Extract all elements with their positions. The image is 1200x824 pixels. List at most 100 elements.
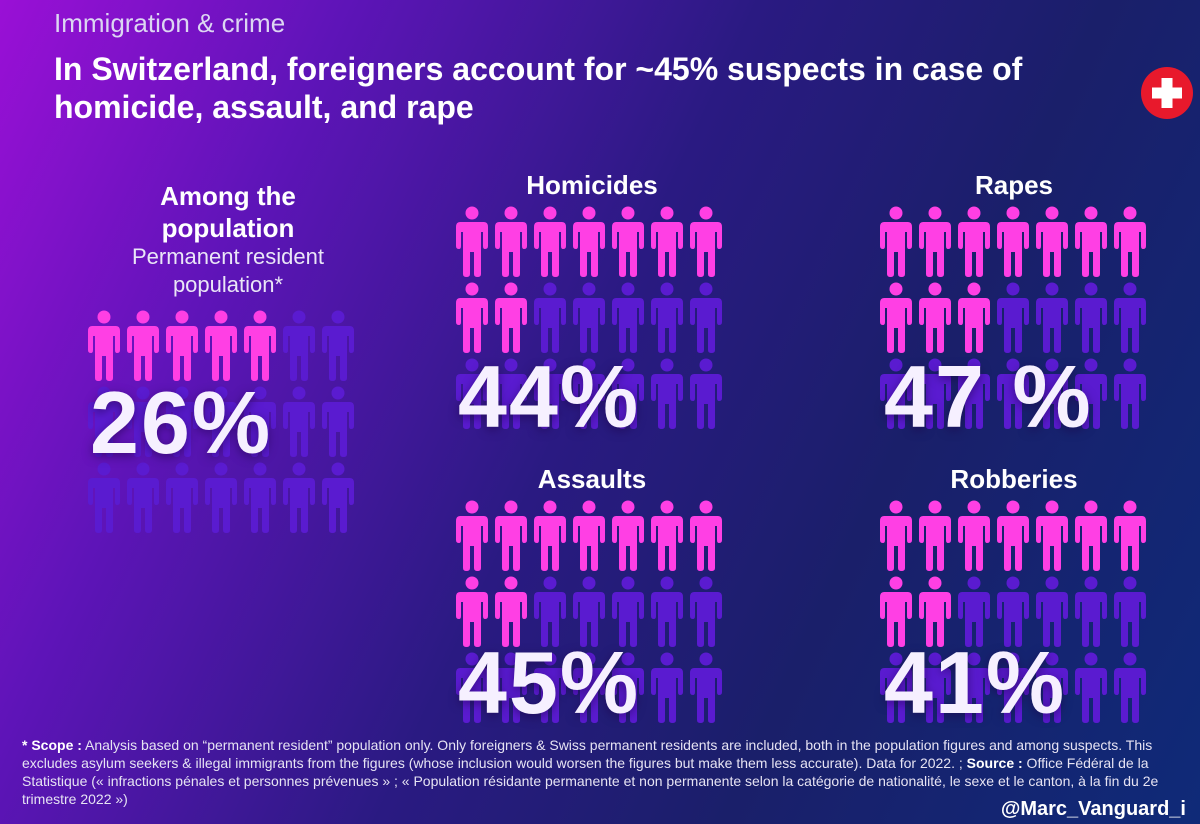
swiss-person-icon — [1075, 358, 1107, 429]
foreigner-person-icon — [880, 206, 912, 277]
swiss-person-icon — [612, 576, 644, 647]
panel-title-assaults: Assaults — [537, 464, 647, 494]
swiss-person-icon — [322, 310, 354, 381]
foreigner-person-icon — [88, 310, 120, 381]
pictogram-assaults — [456, 500, 722, 723]
percent-homicides: 44% — [458, 347, 641, 446]
foreigner-person-icon — [919, 500, 951, 571]
swiss-person-icon — [612, 652, 644, 723]
footer-note: * Scope : Analysis based on “permanent r… — [22, 736, 1190, 808]
swiss-person-icon — [534, 282, 566, 353]
foreigner-person-icon — [166, 310, 198, 381]
swiss-person-icon — [880, 652, 912, 723]
swiss-person-icon — [1114, 652, 1146, 723]
swiss-person-icon — [456, 652, 488, 723]
foreigner-person-icon — [573, 500, 605, 571]
foreigner-person-icon — [534, 206, 566, 277]
swiss-person-icon — [573, 358, 605, 429]
foreigner-person-icon — [958, 282, 990, 353]
author-handle: @Marc_Vanguard_i — [1000, 798, 1186, 820]
foreigner-person-icon — [997, 206, 1029, 277]
panel-title-robberies: Robberies — [950, 464, 1078, 494]
foreigner-person-icon — [456, 206, 488, 277]
panel-title-rapes: Rapes — [974, 170, 1054, 200]
swiss-person-icon — [495, 652, 527, 723]
swiss-person-icon — [205, 462, 237, 533]
swiss-person-icon — [880, 358, 912, 429]
swiss-person-icon — [127, 462, 159, 533]
swiss-person-icon — [997, 652, 1029, 723]
swiss-person-icon — [534, 652, 566, 723]
foreigner-person-icon — [1075, 500, 1107, 571]
percent-population: 26% — [90, 373, 273, 472]
foreigner-person-icon — [958, 500, 990, 571]
percent-robberies: 41% — [884, 633, 1067, 732]
footer-source-label: Source : — [962, 755, 1023, 771]
swiss-person-icon — [573, 282, 605, 353]
foreigner-person-icon — [690, 206, 722, 277]
swiss-person-icon — [612, 358, 644, 429]
footer-scope-label: * Scope : — [22, 737, 82, 753]
foreigner-person-icon — [1036, 500, 1068, 571]
swiss-person-icon — [244, 462, 276, 533]
swiss-person-icon — [1075, 652, 1107, 723]
foreigner-person-icon — [573, 206, 605, 277]
foreigner-person-icon — [919, 576, 951, 647]
swiss-person-icon — [1036, 652, 1068, 723]
swiss-person-icon — [244, 386, 276, 457]
foreigner-person-icon — [495, 576, 527, 647]
swiss-person-icon — [651, 652, 683, 723]
swiss-person-icon — [612, 282, 644, 353]
swiss-person-icon — [322, 386, 354, 457]
swiss-person-icon — [283, 386, 315, 457]
swiss-person-icon — [166, 386, 198, 457]
swiss-person-icon — [495, 358, 527, 429]
foreigner-person-icon — [651, 206, 683, 277]
foreigner-person-icon — [534, 500, 566, 571]
swiss-person-icon — [1114, 282, 1146, 353]
footer-source-text: Office Fédéral de la Statistique (« infr… — [22, 755, 1159, 807]
swiss-person-icon — [1114, 358, 1146, 429]
foreigner-person-icon — [495, 282, 527, 353]
foreigner-person-icon — [958, 206, 990, 277]
foreigner-person-icon — [690, 500, 722, 571]
foreigner-person-icon — [495, 206, 527, 277]
swiss-person-icon — [958, 576, 990, 647]
swiss-person-icon — [690, 652, 722, 723]
foreigner-person-icon — [495, 500, 527, 571]
swiss-person-icon — [1036, 576, 1068, 647]
pictogram-homicides — [456, 206, 722, 429]
header-topic: Immigration & crime — [54, 8, 286, 38]
foreigner-person-icon — [880, 500, 912, 571]
swiss-person-icon — [283, 310, 315, 381]
foreigner-person-icon — [612, 500, 644, 571]
percent-assaults: 45% — [458, 633, 641, 732]
swiss-person-icon — [919, 358, 951, 429]
swiss-person-icon — [322, 462, 354, 533]
foreigner-person-icon — [127, 310, 159, 381]
foreigner-person-icon — [1036, 206, 1068, 277]
swiss-person-icon — [1075, 576, 1107, 647]
swiss-person-icon — [651, 576, 683, 647]
swiss-person-icon — [651, 358, 683, 429]
foreigner-person-icon — [244, 310, 276, 381]
foreigner-person-icon — [612, 206, 644, 277]
page-title: In Switzerland, foreigners account for ~… — [54, 51, 1023, 125]
foreigner-person-icon — [651, 500, 683, 571]
swiss-person-icon — [958, 358, 990, 429]
foreigner-person-icon — [1114, 500, 1146, 571]
swiss-person-icon — [1036, 358, 1068, 429]
foreigner-person-icon — [205, 310, 237, 381]
swiss-person-icon — [997, 282, 1029, 353]
foreigner-person-icon — [880, 282, 912, 353]
foreigner-person-icon — [456, 500, 488, 571]
pictogram-robberies — [880, 500, 1146, 723]
swiss-person-icon — [919, 652, 951, 723]
panel-subtitle-population: Permanent resident population* — [132, 244, 324, 297]
swiss-person-icon — [958, 652, 990, 723]
swiss-person-icon — [88, 462, 120, 533]
swiss-person-icon — [1036, 282, 1068, 353]
swiss-person-icon — [651, 282, 683, 353]
pictogram-population — [88, 310, 354, 533]
swiss-person-icon — [456, 358, 488, 429]
